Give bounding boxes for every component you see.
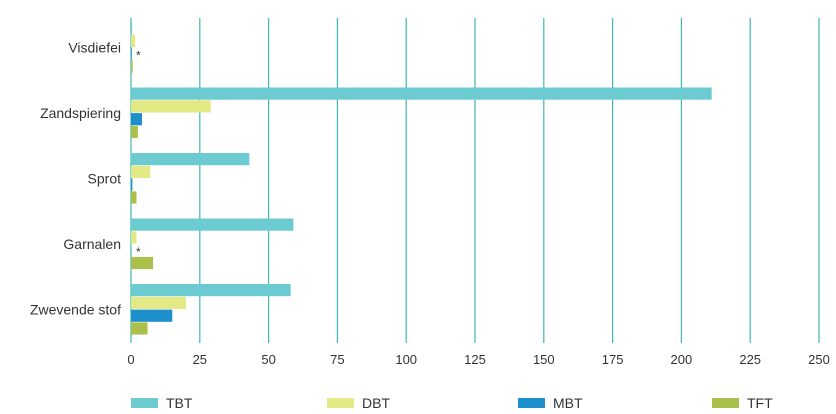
bar-sprot-tbt bbox=[131, 153, 250, 166]
tick-label-250: 250 bbox=[808, 352, 830, 367]
annotation-garnalen-mbt: * bbox=[136, 245, 141, 259]
category-label-zwevende-stof: Zwevende stof bbox=[30, 302, 121, 318]
annotation-visdiefei-mbt: * bbox=[136, 48, 141, 62]
legend-swatch-tft bbox=[712, 398, 739, 408]
legend-swatch-tbt bbox=[131, 398, 158, 408]
bar-visdiefei-dbt bbox=[131, 34, 136, 47]
tick-label-200: 200 bbox=[671, 352, 693, 367]
tick-label-75: 75 bbox=[330, 352, 344, 367]
bar-zwevende-stof-dbt bbox=[131, 296, 187, 309]
bar-garnalen-tbt bbox=[131, 218, 294, 231]
tick-label-125: 125 bbox=[464, 352, 486, 367]
gridlines bbox=[130, 18, 820, 343]
bar-zwevende-stof-tbt bbox=[131, 284, 291, 297]
bar-visdiefei-tbt bbox=[131, 22, 133, 35]
legend-label-dbt: DBT bbox=[362, 395, 390, 411]
bar-zandspiering-mbt bbox=[131, 113, 143, 126]
category-label-visdiefei: Visdiefei bbox=[68, 40, 121, 56]
bar-garnalen-dbt bbox=[131, 231, 137, 244]
bar-sprot-dbt bbox=[131, 165, 151, 178]
bar-visdiefei-mbt bbox=[131, 47, 132, 60]
annotations: ** bbox=[136, 48, 141, 259]
legend-label-tbt: TBT bbox=[166, 395, 193, 411]
tick-label-100: 100 bbox=[395, 352, 417, 367]
x-axis-ticks: 0 25 50 75 100 125 150 175 200 225 250 bbox=[127, 352, 829, 367]
category-labels: Visdiefei Zandspiering Sprot Garnalen Zweven… bbox=[30, 40, 121, 318]
tick-label-175: 175 bbox=[602, 352, 624, 367]
bar-zwevende-stof-mbt bbox=[131, 309, 173, 322]
tick-label-0: 0 bbox=[127, 352, 134, 367]
bar-sprot-mbt bbox=[131, 178, 133, 191]
category-label-zandspiering: Zandspiering bbox=[40, 105, 121, 121]
tick-label-225: 225 bbox=[739, 352, 761, 367]
legend-swatch-dbt bbox=[327, 398, 354, 408]
tick-label-25: 25 bbox=[193, 352, 207, 367]
tick-label-50: 50 bbox=[261, 352, 275, 367]
tick-label-150: 150 bbox=[533, 352, 555, 367]
legend-label-tft: TFT bbox=[747, 395, 773, 411]
bars bbox=[131, 22, 712, 335]
bar-zandspiering-tft bbox=[131, 125, 138, 139]
legend: TBT DBT MBT TFT bbox=[131, 395, 773, 411]
bar-visdiefei-tft bbox=[131, 60, 133, 73]
bar-zandspiering-dbt bbox=[131, 100, 211, 113]
bar-zandspiering-tbt bbox=[131, 87, 712, 100]
category-label-sprot: Sprot bbox=[88, 171, 122, 187]
category-label-garnalen: Garnalen bbox=[63, 236, 121, 252]
bar-zwevende-stof-tft bbox=[131, 322, 148, 335]
legend-swatch-mbt bbox=[518, 398, 545, 408]
bar-sprot-tft bbox=[131, 191, 137, 204]
bar-garnalen-tft bbox=[131, 256, 154, 270]
legend-label-mbt: MBT bbox=[553, 395, 583, 411]
